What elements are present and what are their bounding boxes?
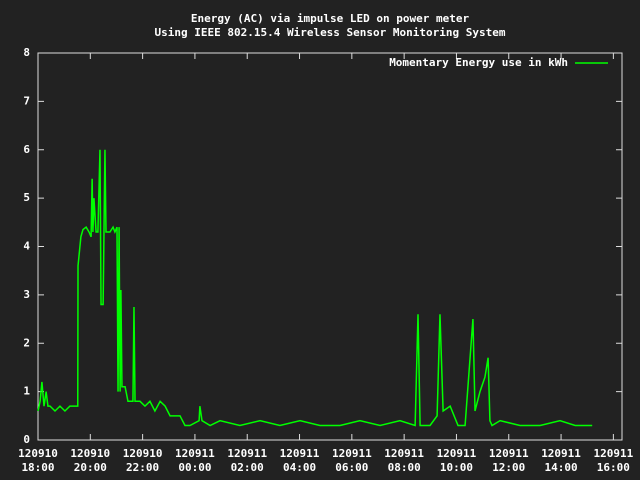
x-tick-label: 120911 10:00 — [437, 447, 477, 474]
x-tick-label: 120911 00:00 — [175, 447, 215, 474]
x-tick-label-line: 120910 — [123, 447, 163, 460]
x-tick-label-line: 120911 — [280, 447, 320, 460]
x-tick-label-line: 22:00 — [126, 461, 159, 474]
x-tick-label-line: 120911 — [541, 447, 581, 460]
x-tick-label-line: 18:00 — [21, 461, 54, 474]
x-tick-label: 120910 18:00 — [18, 447, 58, 474]
data-line — [37, 149, 593, 427]
x-tick-label-line: 16:00 — [597, 461, 630, 474]
y-tick-label: 4 — [23, 240, 30, 253]
x-tick-label-line: 120911 — [384, 447, 424, 460]
y-tick-label: 5 — [23, 191, 30, 204]
y-tick-label: 6 — [23, 143, 30, 156]
x-tick-label: 120911 14:00 — [541, 447, 581, 474]
y-tick-label: 2 — [23, 336, 30, 349]
x-tick-label: 120911 08:00 — [384, 447, 424, 474]
x-tick-label-line: 02:00 — [231, 461, 264, 474]
x-tick-label: 120910 20:00 — [70, 447, 110, 474]
x-tick-label: 120910 22:00 — [123, 447, 163, 474]
x-tick-label: 120911 04:00 — [280, 447, 320, 474]
x-tick-label-line: 12:00 — [492, 461, 525, 474]
y-tick-label: 7 — [23, 94, 30, 107]
chart-subtitle: Using IEEE 802.15.4 Wireless Sensor Moni… — [155, 26, 506, 39]
x-tick-label-line: 04:00 — [283, 461, 316, 474]
x-tick-label-line: 120911 — [437, 447, 477, 460]
x-tick-label: 120911 02:00 — [227, 447, 267, 474]
plot-border — [37, 52, 623, 441]
x-tick-label-line: 120911 — [593, 447, 633, 460]
y-tick-label: 3 — [23, 288, 30, 301]
x-tick-label-line: 120911 — [489, 447, 529, 460]
x-tick-label: 120911 16:00 — [593, 447, 633, 474]
x-tick-label-line: 06:00 — [335, 461, 368, 474]
x-tick-label-line: 120911 — [332, 447, 372, 460]
x-tick-label-line: 120910 — [18, 447, 58, 460]
x-tick-label-line: 120911 — [227, 447, 267, 460]
x-tick-label-line: 120910 — [70, 447, 110, 460]
x-tick-label: 120911 12:00 — [489, 447, 529, 474]
legend-label: Momentary Energy use in kWh — [389, 56, 568, 69]
x-tick-label-line: 10:00 — [440, 461, 473, 474]
x-tick-label: 120911 06:00 — [332, 447, 372, 474]
x-tick-label-line: 20:00 — [74, 461, 107, 474]
x-tick-label-line: 00:00 — [178, 461, 211, 474]
y-tick-label: 8 — [23, 46, 30, 59]
x-tick-label-line: 120911 — [175, 447, 215, 460]
x-tick-label-line: 14:00 — [545, 461, 578, 474]
y-tick-label: 1 — [23, 385, 30, 398]
y-tick-label: 0 — [23, 433, 30, 446]
chart-title: Energy (AC) via impulse LED on power met… — [191, 12, 470, 25]
x-tick-label-line: 08:00 — [388, 461, 421, 474]
